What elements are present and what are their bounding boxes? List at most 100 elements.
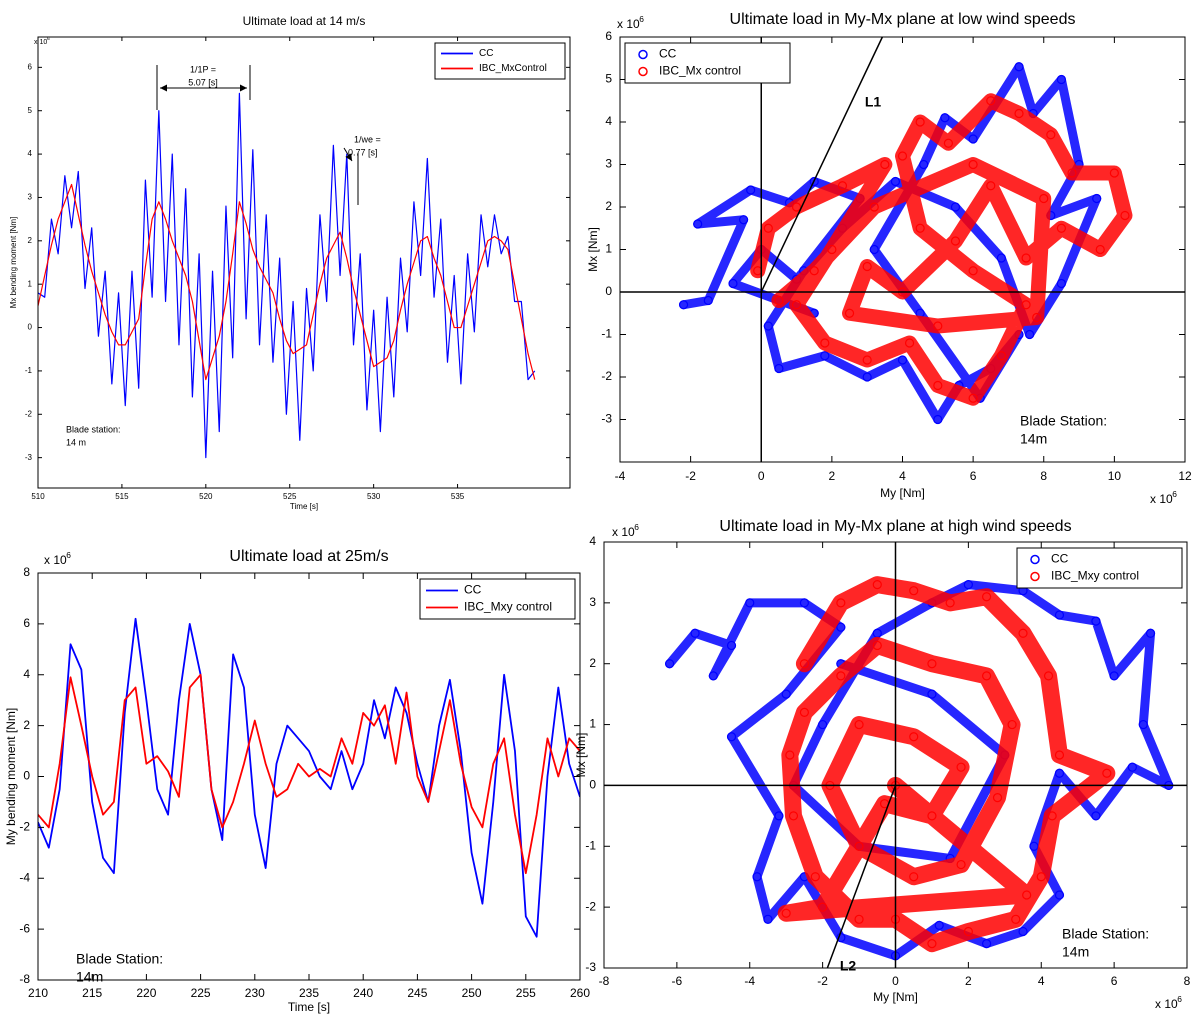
scatter-point (708, 671, 718, 681)
scatter-point (981, 939, 992, 949)
scatter-point (968, 159, 978, 170)
scatter-point (862, 355, 872, 365)
scatter-point (763, 914, 773, 924)
axis-multiplier: x 10 (44, 553, 67, 567)
chart-title: Ultimate load in My-Mx plane at low wind… (730, 11, 1076, 28)
scatter-point (934, 920, 944, 931)
x-tick-label: 210 (28, 986, 48, 1000)
axis-multiplier-exponent: 6 (1172, 489, 1177, 499)
axis-multiplier: x 10 (1150, 492, 1173, 506)
scatter-point (1022, 890, 1032, 900)
annotation-arrow (343, 147, 353, 162)
reference-label: L1 (865, 94, 882, 110)
scatter-point (738, 215, 749, 225)
x-tick-label: 215 (82, 986, 102, 1000)
annotation: 14m (1062, 944, 1089, 960)
scatter-point (909, 732, 919, 742)
y-tick-label: -1 (585, 838, 596, 852)
scatter-point (781, 689, 791, 699)
chart-title: Ultimate load at 14 m/s (243, 14, 366, 28)
scatter-point (968, 393, 978, 403)
scatter-point (818, 719, 828, 730)
annotation: 14m (1020, 431, 1047, 447)
scatter-point (1054, 610, 1065, 620)
scatter-point (827, 244, 837, 255)
x-axis-label: Time [s] (290, 502, 318, 511)
scatter-point (981, 671, 992, 681)
y-tick-label: 3 (605, 157, 612, 171)
annotation: Blade station: (66, 424, 121, 434)
scatter-point (1120, 210, 1130, 221)
scatter-point (1091, 616, 1101, 626)
scatter-point (981, 592, 992, 602)
x-tick-label: 10 (1108, 469, 1122, 483)
axis-multiplier: x 10 (612, 525, 635, 539)
x-tick-label: 220 (136, 986, 156, 1000)
scatter-point (968, 266, 978, 276)
scatter-point (1011, 914, 1021, 924)
data-layer (38, 617, 580, 938)
y-tick-label: -4 (19, 870, 30, 884)
legend-label: IBC_Mxy control (464, 600, 552, 614)
reference-label: L2 (840, 958, 857, 974)
legend-box (624, 42, 791, 84)
x-axis-label: Time [s] (288, 1000, 330, 1014)
y-tick-label: -2 (19, 820, 30, 834)
y-tick-label: 4 (589, 534, 596, 548)
axis-multiplier-exponent: 6 (639, 14, 644, 24)
y-tick-label: 0 (28, 323, 33, 332)
series-line (38, 183, 536, 381)
scatter-point (774, 811, 784, 821)
x-tick-label: -2 (817, 974, 828, 988)
y-tick-label: 0 (23, 769, 30, 783)
scatter-point (820, 338, 830, 348)
scatter-point (854, 841, 864, 851)
legend-swatch (638, 49, 648, 60)
x-tick-label: 0 (892, 974, 899, 988)
axis-multiplier-exponent: 6 (47, 36, 50, 42)
scatter-point (890, 176, 901, 187)
scatter-point (963, 926, 973, 937)
x-tick-label: 520 (199, 492, 213, 501)
axis-multiplier: x 10 (617, 17, 640, 31)
scatter-point (1054, 750, 1065, 760)
scatter-point (854, 719, 864, 730)
scatter-point (785, 750, 795, 760)
scatter-point (844, 308, 855, 318)
scatter-point (904, 338, 915, 348)
series-line (38, 673, 580, 875)
scatter-point (872, 579, 882, 590)
scatter-point (1021, 300, 1031, 310)
y-tick-label: -8 (19, 972, 30, 986)
scatter-point (897, 151, 908, 161)
y-tick-label: -1 (601, 327, 612, 341)
annotation: 14m (76, 969, 103, 985)
annotation: 0.77 [s] (348, 147, 378, 157)
series-line (38, 617, 580, 938)
x-tick-label: 245 (407, 986, 427, 1000)
scatter-point (869, 244, 879, 255)
scatter-point (897, 355, 908, 365)
x-axis-label: My [Nm] (873, 990, 918, 1004)
x-tick-label: -4 (744, 974, 755, 988)
y-tick-label: 2 (23, 718, 30, 732)
y-tick-label: -2 (601, 369, 612, 383)
scatter-point (690, 628, 700, 638)
scatter-point (996, 351, 1006, 361)
scatter-point (943, 138, 954, 148)
y-tick-label: 0 (589, 778, 596, 792)
y-tick-label: 4 (605, 114, 612, 128)
x-tick-label: 4 (899, 469, 906, 483)
scatter-point (1092, 193, 1102, 204)
legend-label: CC (464, 583, 482, 597)
annotation: 5.07 [s] (188, 77, 218, 87)
x-tick-label: 240 (353, 986, 373, 1000)
y-tick-label: 2 (28, 236, 33, 245)
y-tick-label: 6 (23, 616, 30, 630)
axis-multiplier-exponent: 6 (634, 522, 639, 532)
y-tick-label: -3 (25, 453, 33, 462)
x-tick-label: 6 (1111, 974, 1118, 988)
x-tick-label: 235 (299, 986, 319, 1000)
scatter-point (752, 872, 762, 882)
scatter-point (950, 236, 961, 246)
